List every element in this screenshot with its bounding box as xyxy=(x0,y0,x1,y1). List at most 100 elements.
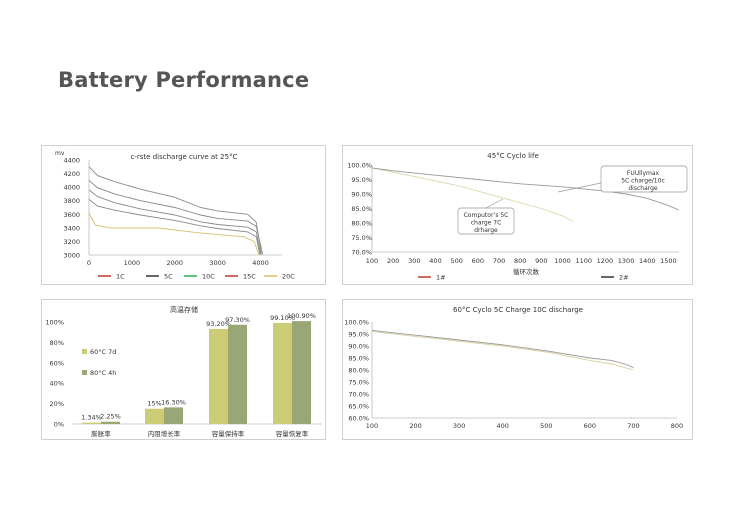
bar-80C4h-1 xyxy=(164,407,183,424)
x-tick-label: 200 xyxy=(409,422,421,430)
x-tick-label: 4000 xyxy=(252,259,269,267)
hot-cycle-chart: 60°C Cyclo 5C Charge 10C discharge 60.0% 6… xyxy=(344,306,683,430)
x-tick-label: 100 xyxy=(366,422,378,430)
x-tick-label: 800 xyxy=(514,257,526,265)
legend-label: 20C xyxy=(282,273,295,281)
bar-value-label: 16.30% xyxy=(161,398,186,406)
x-category-label: 容量保持率 xyxy=(212,429,245,438)
callout-pointer xyxy=(485,198,504,209)
x-tick-label: 600 xyxy=(472,257,484,265)
storage-panel: 高温存储 0% 20% 40% 60% 80% 100% 膨胀率 1.34% 2.25% 内阻增长率… xyxy=(41,299,326,440)
y-tick-label: 4200 xyxy=(63,170,80,178)
y-tick-label: 3000 xyxy=(63,252,80,260)
series-line-5C xyxy=(88,166,262,255)
bar-60C7d-3 xyxy=(273,322,292,424)
legend-label: 60°C 7d xyxy=(90,348,116,356)
x-tick-label: 1300 xyxy=(618,257,635,265)
series-line-2# xyxy=(371,167,680,211)
x-tick-label: 200 xyxy=(387,257,399,265)
chart-title: c-rste discharge curve at 25°C xyxy=(131,153,238,161)
storage-bar-chart: 高温存储 0% 20% 40% 60% 80% 100% 膨胀率 1.34%2.25% 内阻增长率… xyxy=(45,305,322,438)
legend-label: 2# xyxy=(619,274,629,282)
bar-60C7d-0 xyxy=(82,422,101,424)
callout-text: Computor’s 5C xyxy=(464,212,509,219)
hot-cycle-panel: 60°C Cyclo 5C Charge 10C discharge 60.0% 6… xyxy=(342,299,693,440)
chart-title: 60°C Cyclo 5C Charge 10C discharge xyxy=(453,306,583,314)
x-category-label: 内阻增长率 xyxy=(148,429,181,438)
y-tick-label: 90.0% xyxy=(348,343,369,351)
y-tick-label: 80% xyxy=(50,339,64,347)
x-tick-label: 400 xyxy=(497,422,509,430)
legend-label: 5C xyxy=(164,273,173,281)
callout-text: discharge xyxy=(628,185,658,192)
x-tick-label: 300 xyxy=(453,422,465,430)
callout-text: drharge xyxy=(474,227,498,234)
y-tick-label: 4400 xyxy=(63,157,80,165)
legend-swatch xyxy=(82,370,87,375)
bar-value-label: 2.25% xyxy=(100,413,121,421)
callout-text: FUUllymax xyxy=(627,170,660,177)
callout-box xyxy=(600,165,688,193)
x-tick-label: 900 xyxy=(535,257,547,265)
y-tick-label: 75.0% xyxy=(351,234,372,242)
x-category-label: 膨胀率 xyxy=(91,429,111,438)
y-tick-label: 75.0% xyxy=(348,379,369,387)
y-tick-label: 0% xyxy=(54,421,64,429)
bar-60C7d-1 xyxy=(145,408,164,424)
bar-value-label: 1.34% xyxy=(81,414,102,422)
x-tick-label: 1100 xyxy=(575,257,592,265)
legend-label: 15C xyxy=(243,273,256,281)
y-tick-label: 3600 xyxy=(63,211,80,219)
y-tick-label: 85.0% xyxy=(348,355,369,363)
discharge-curve-panel: c-rste discharge curve at 25°C mv 3000 3200… xyxy=(41,145,326,285)
x-tick-label: 800 xyxy=(671,422,683,430)
x-tick-label: 400 xyxy=(429,257,441,265)
x-tick-label: 1000 xyxy=(124,259,141,267)
cycle-life-panel: 45°C Cyclo life 70.0% 75.0% 80.0% 85.0% 90.0%… xyxy=(342,145,693,285)
x-tick-label: 1400 xyxy=(639,257,656,265)
callout-pointer xyxy=(557,182,602,193)
legend-label: 80°C 4h xyxy=(90,369,116,377)
y-tick-label: 3400 xyxy=(63,224,80,232)
x-tick-label: 700 xyxy=(493,257,505,265)
x-tick-label: 1500 xyxy=(660,257,677,265)
series-line-cell-b xyxy=(371,331,634,371)
x-category-label: 容量恢复率 xyxy=(276,429,309,438)
bar-80C4h-2 xyxy=(228,324,247,424)
x-tick-label: 300 xyxy=(408,257,420,265)
callout-text: 5C charge/10c xyxy=(621,178,665,185)
y-axis-label: mv xyxy=(55,150,65,157)
y-tick-label: 70.0% xyxy=(348,391,369,399)
y-tick-label: 80.0% xyxy=(351,220,372,228)
bar-80C4h-0 xyxy=(101,421,120,424)
y-tick-label: 80.0% xyxy=(348,367,369,375)
bar-value-label: 93.20% xyxy=(206,320,231,328)
x-tick-label: 1200 xyxy=(597,257,614,265)
y-tick-label: 60.0% xyxy=(348,415,369,423)
cycle-life-chart: 45°C Cyclo life 70.0% 75.0% 80.0% 85.0% 90.0%… xyxy=(347,152,688,282)
legend-label: 10C xyxy=(202,273,215,281)
y-tick-label: 40% xyxy=(50,380,64,388)
series-line-15C xyxy=(88,199,261,255)
x-axis-label: 循环次数 xyxy=(513,267,540,276)
x-tick-label: 500 xyxy=(450,257,462,265)
legend-label: 1# xyxy=(436,274,446,282)
y-tick-label: 3200 xyxy=(63,238,80,246)
y-tick-label: 20% xyxy=(50,400,64,408)
y-tick-label: 100.0% xyxy=(347,162,372,170)
callout-text: charge 7C xyxy=(471,220,502,227)
x-tick-label: 1000 xyxy=(554,257,571,265)
y-tick-label: 95.0% xyxy=(351,176,372,184)
series-line-20C xyxy=(88,212,260,255)
legend-swatch xyxy=(82,349,87,354)
y-tick-label: 100% xyxy=(45,319,64,327)
y-tick-label: 95.0% xyxy=(348,331,369,339)
chart-title: 45°C Cyclo life xyxy=(487,152,539,160)
y-tick-label: 4000 xyxy=(63,184,80,192)
y-tick-label: 3800 xyxy=(63,197,80,205)
legend-label: 1C xyxy=(116,273,125,281)
x-tick-label: 100 xyxy=(366,257,378,265)
y-tick-label: 60% xyxy=(50,359,64,367)
x-tick-label: 500 xyxy=(540,422,552,430)
x-tick-label: 2000 xyxy=(167,259,184,267)
